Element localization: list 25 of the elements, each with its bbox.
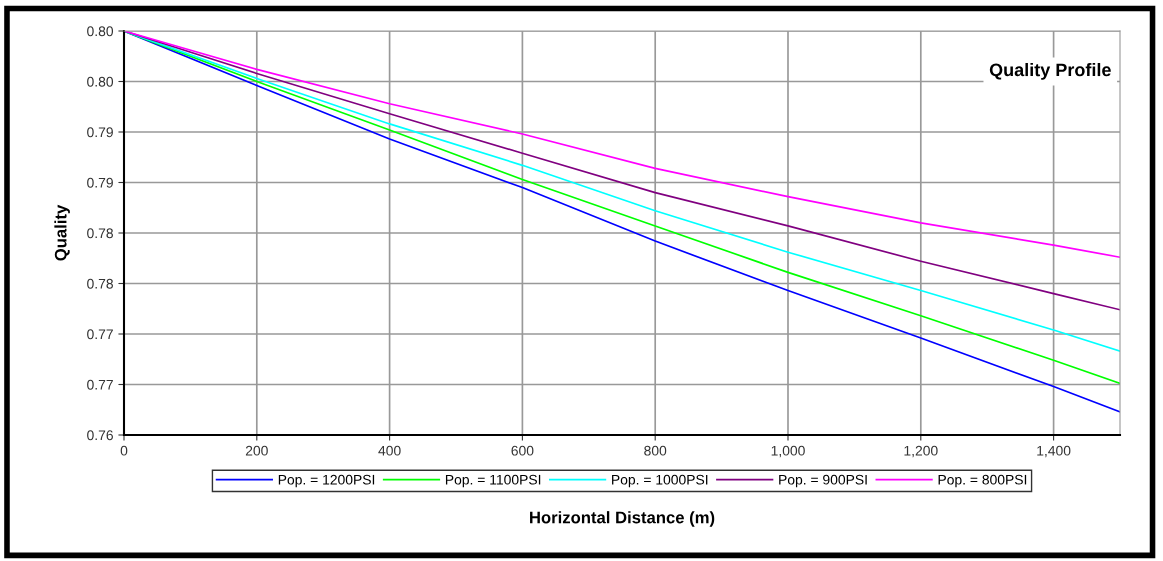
x-tick-label: 1,400 bbox=[1037, 445, 1071, 458]
x-tick-label: 1,200 bbox=[904, 445, 938, 458]
y-tick-label: 0.79 bbox=[87, 127, 113, 138]
legend-label: Pop. = 800PSI bbox=[938, 474, 1027, 488]
x-tick-label: 600 bbox=[511, 445, 534, 456]
legend-label: Pop. = 1100PSI bbox=[445, 474, 541, 488]
y-tick-label: 0.76 bbox=[87, 430, 113, 441]
x-tick-label: 400 bbox=[378, 445, 401, 456]
legend-label: Pop. = 1000PSI bbox=[612, 474, 708, 488]
y-tick-label: 0.77 bbox=[87, 329, 113, 340]
x-tick-label: 0 bbox=[120, 445, 128, 456]
text: Quality Profile bbox=[989, 62, 1111, 80]
x-tick-label: 1,000 bbox=[771, 445, 805, 458]
legend-label: Pop. = 900PSI bbox=[779, 474, 867, 488]
y-tick-label: 0.78 bbox=[87, 228, 113, 239]
y-tick-label: 0.78 bbox=[87, 278, 113, 289]
y-axis-title: Quality bbox=[54, 204, 70, 261]
x-axis-title: Horizontal Distance (m) bbox=[530, 511, 715, 527]
y-tick-label: 0.79 bbox=[87, 177, 113, 188]
y-tick-label: 0.80 bbox=[87, 76, 114, 87]
x-tick-label: 800 bbox=[644, 445, 667, 456]
y-tick-label: 0.77 bbox=[87, 379, 113, 390]
legend-label: Pop. = 1200PSI bbox=[278, 474, 375, 488]
x-tick-label: 200 bbox=[245, 445, 268, 456]
y-tick-label: 0.80 bbox=[87, 26, 114, 37]
